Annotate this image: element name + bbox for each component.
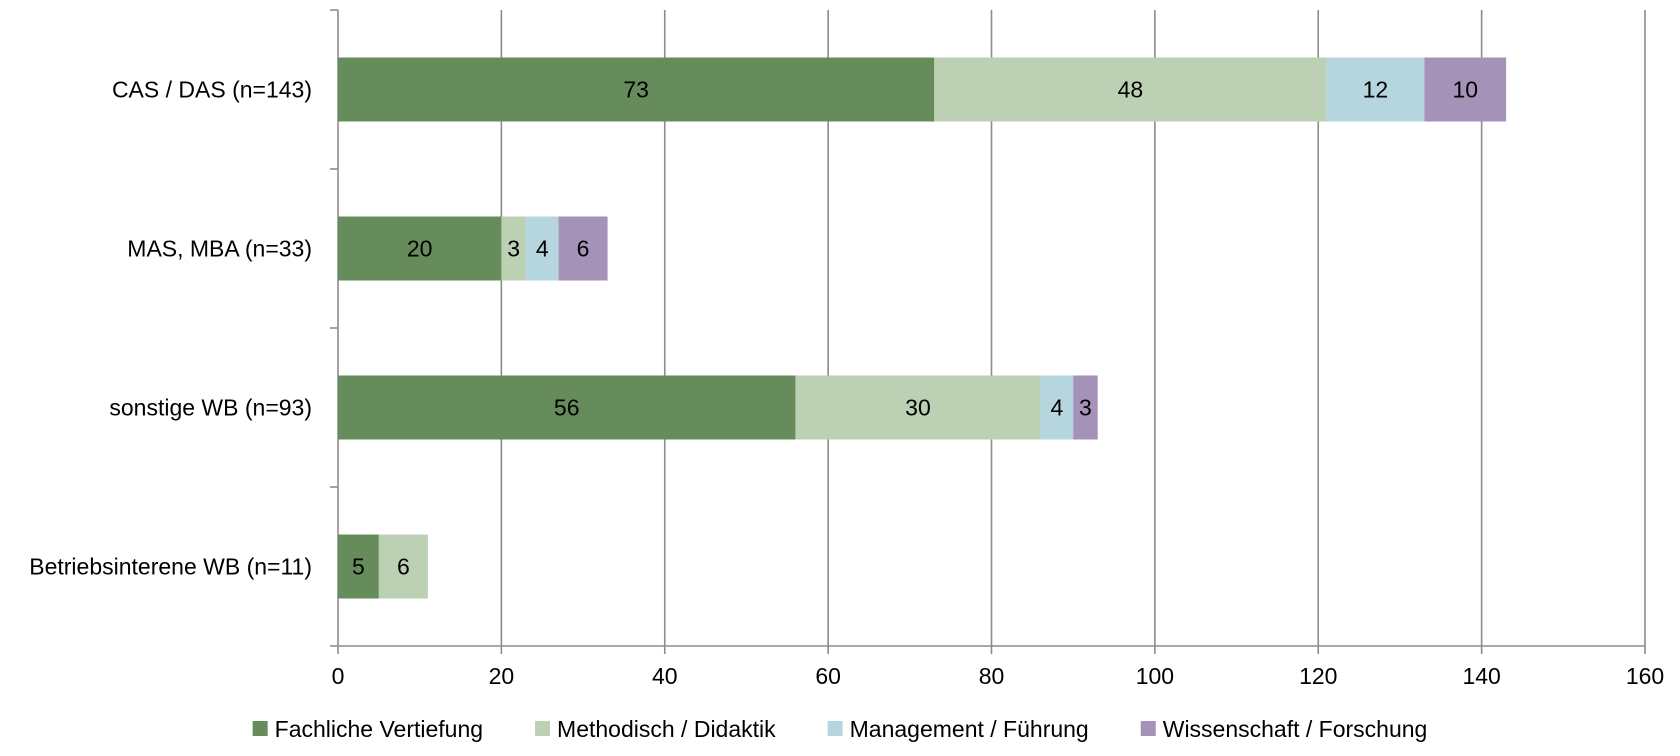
- bar-segment: [1326, 57, 1425, 122]
- legend-label: Methodisch / Didaktik: [557, 716, 776, 742]
- x-tick-label: 140: [1462, 663, 1500, 689]
- legend-swatch: [252, 721, 268, 736]
- category-label: sonstige WB (n=93): [109, 395, 312, 421]
- bar-segment: [795, 375, 1041, 440]
- bar-segment: [338, 534, 379, 599]
- data-label: 6: [397, 554, 410, 580]
- x-tick-label: 80: [979, 663, 1005, 689]
- legend-swatch: [827, 721, 843, 736]
- data-label: 6: [577, 236, 590, 262]
- x-tick-label: 60: [815, 663, 841, 689]
- bar-segment: [1073, 375, 1098, 440]
- x-tick-label: 100: [1136, 663, 1174, 689]
- data-label: 4: [1050, 395, 1063, 421]
- x-tick-label: 20: [489, 663, 515, 689]
- legend-swatch: [535, 721, 551, 736]
- x-tick-label: 40: [652, 663, 678, 689]
- x-tick-label: 160: [1626, 663, 1664, 689]
- category-label: Betriebsinterene WB (n=11): [29, 554, 312, 580]
- legend-swatch: [1140, 721, 1156, 736]
- bar-segment: [558, 216, 608, 281]
- bar-segment: [1040, 375, 1074, 440]
- bar-segment: [934, 57, 1327, 122]
- data-label: 73: [623, 77, 649, 103]
- data-label: 48: [1118, 77, 1144, 103]
- data-label: 3: [507, 236, 520, 262]
- data-label: 12: [1363, 77, 1389, 103]
- data-label: 56: [554, 395, 580, 421]
- data-label: 4: [536, 236, 549, 262]
- bar-segment: [1424, 57, 1507, 122]
- data-label: 5: [352, 554, 365, 580]
- category-label: CAS / DAS (n=143): [112, 77, 312, 103]
- bar-segment: [378, 534, 428, 599]
- data-label: 30: [905, 395, 931, 421]
- bar-segment: [338, 375, 796, 440]
- category-label: MAS, MBA (n=33): [127, 236, 312, 262]
- x-tick-label: 0: [332, 663, 345, 689]
- legend-label: Wissenschaft / Forschung: [1163, 716, 1428, 742]
- x-tick-label: 120: [1299, 663, 1337, 689]
- data-label: 3: [1079, 395, 1092, 421]
- legend-label: Fachliche Vertiefung: [275, 716, 483, 742]
- bar-segment: [501, 216, 526, 281]
- bar-segment: [338, 216, 502, 281]
- data-label: 20: [407, 236, 433, 262]
- bar-segment: [525, 216, 559, 281]
- bar-segment: [338, 57, 935, 122]
- data-label: 10: [1452, 77, 1478, 103]
- legend-label: Management / Führung: [850, 716, 1089, 742]
